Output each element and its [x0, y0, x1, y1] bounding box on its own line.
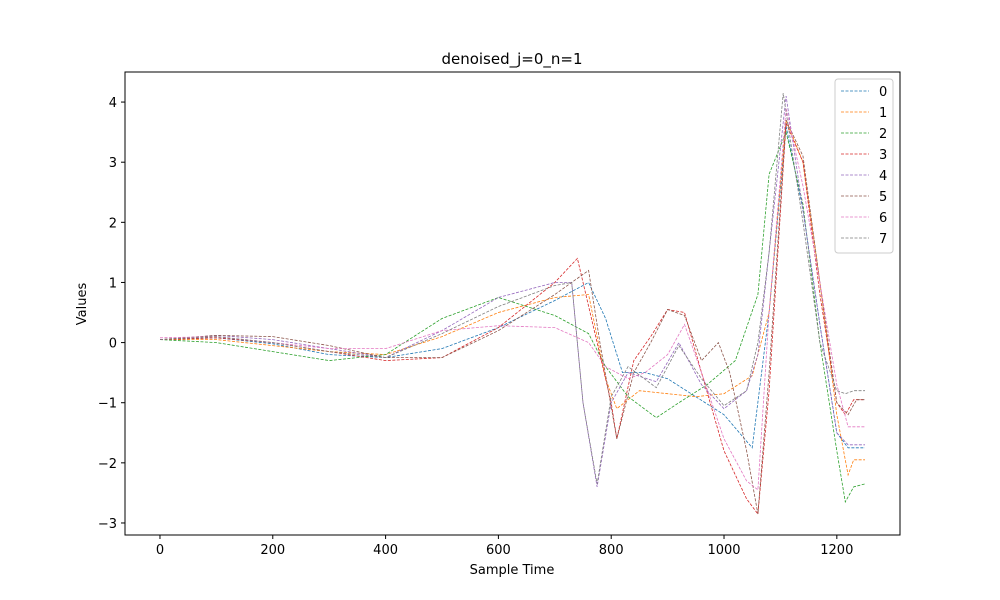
- legend-label-7: 7: [879, 232, 887, 247]
- legend-label-6: 6: [879, 211, 887, 226]
- y-tick-label: 0: [109, 337, 117, 352]
- x-tick-label: 800: [599, 543, 624, 558]
- legend-label-2: 2: [879, 127, 887, 142]
- x-tick-label: 400: [373, 543, 398, 558]
- y-tick-label: 1: [109, 276, 117, 291]
- series-line-7: [159, 92, 865, 484]
- legend-label-4: 4: [879, 169, 887, 184]
- x-axis-label: Sample Time: [470, 563, 555, 578]
- series-line-0: [159, 126, 865, 449]
- y-tick-label: 2: [109, 216, 117, 231]
- x-tick-label: 0: [156, 543, 164, 558]
- series-line-4: [159, 96, 865, 487]
- x-tick-label: 600: [486, 543, 511, 558]
- y-tick-label: −1: [98, 397, 117, 412]
- y-tick-label: 4: [109, 96, 117, 111]
- legend: 0 1 2 3 4 5 6 7: [834, 78, 894, 254]
- y-axis-label: Values: [75, 283, 90, 326]
- series-line-2: [159, 130, 866, 504]
- legend-label-0: 0: [879, 85, 887, 100]
- plot-frame: [124, 71, 901, 536]
- x-tick-label: 1000: [707, 543, 740, 558]
- x-axis-ticks: 0 200 400 600 800 1000 1200: [156, 535, 853, 558]
- plot-area: [124, 71, 901, 536]
- y-axis-ticks: −3 −2 −1 0 1 2 3 4: [98, 96, 125, 532]
- legend-label-5: 5: [879, 190, 887, 205]
- chart-title: denoised_j=0_n=1: [441, 50, 582, 69]
- x-tick-label: 200: [260, 543, 285, 558]
- x-tick-label: 1200: [820, 543, 853, 558]
- legend-label-1: 1: [879, 106, 887, 121]
- y-tick-label: −2: [98, 457, 117, 472]
- series-line-3: [159, 122, 865, 516]
- y-tick-label: −3: [98, 517, 117, 532]
- legend-box: [834, 78, 894, 254]
- legend-label-3: 3: [879, 148, 887, 163]
- y-tick-label: 3: [109, 156, 117, 171]
- series-line-1: [160, 119, 865, 477]
- series-line-6: [159, 108, 865, 491]
- series-line-5: [159, 119, 865, 515]
